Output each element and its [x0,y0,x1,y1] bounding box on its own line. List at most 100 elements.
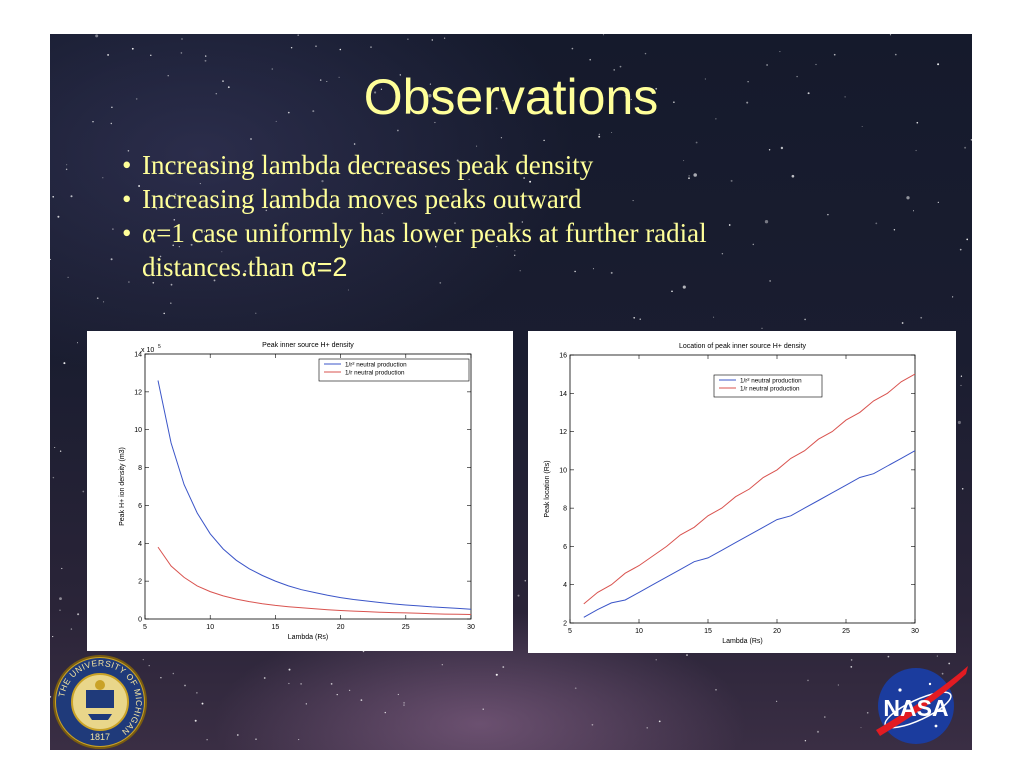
star [110,258,113,261]
star [704,78,707,80]
star [348,689,351,692]
star [673,101,675,103]
star [429,83,431,85]
star [574,270,576,273]
star [351,196,353,198]
star [66,164,68,166]
star [957,420,961,425]
star [277,204,281,208]
star [804,318,806,321]
star [683,160,685,162]
bullet-text: Increasing lambda moves peaks outward [142,184,582,214]
star [203,230,205,232]
star [439,282,442,284]
star [70,628,73,630]
star [449,193,451,195]
star [521,221,523,223]
star [157,161,159,163]
star [103,301,105,303]
x-tick-label: 20 [337,624,345,631]
star [779,51,781,53]
y-axis-exponent: x 10 [141,347,154,354]
star [901,322,904,324]
star [181,38,183,40]
x-axis-label: Lambda (Rs) [288,634,328,641]
star [646,727,648,729]
legend-entry: 1/r neutral production [345,370,405,377]
y-tick-label: 0 [138,617,142,624]
star [326,80,328,83]
star [644,52,647,55]
y-tick-label: 12 [559,429,567,436]
star [76,342,79,344]
star [503,205,506,208]
bullet-text: α=1 case uniformly has lower peaks at fu… [142,218,707,282]
star [613,69,615,71]
star [381,212,383,214]
bullet-text: Increasing lambda decreases peak density [142,150,594,180]
star [288,668,291,671]
bullet-item: • Increasing lambda decreases peak densit… [122,148,862,182]
legend-box [318,358,470,382]
star [150,54,152,56]
star [495,107,498,110]
series-line-inverse-square [583,450,916,618]
star [107,53,110,56]
star [495,673,498,676]
star [131,47,134,50]
slide: Observations • Increasing lambda decrease… [50,34,972,750]
star [360,699,363,701]
star [312,110,315,113]
star [271,68,274,70]
star [780,146,784,150]
star [297,167,300,170]
star [441,664,443,666]
star [521,87,523,90]
star [57,215,60,218]
star [61,567,63,570]
bullet-marker: • [122,218,132,248]
star [404,236,407,239]
star [142,658,144,661]
star [658,720,661,723]
star [111,106,113,109]
star [686,654,688,657]
star [206,739,208,741]
star [336,693,338,696]
star [850,659,853,661]
star [454,222,456,224]
star [960,384,962,386]
x-tick-label: 5 [568,628,572,635]
star [682,285,686,289]
star [305,703,307,705]
star [713,316,715,318]
x-axis-label: Lambda (Rs) [722,638,762,645]
legend-box [713,374,823,398]
star [184,684,186,687]
star [172,244,174,247]
star [321,179,324,183]
chart-panel-peak-density: Peak inner source H+ density 5 10 15 20 25 30 0… [87,331,513,651]
y-axis-label: Peak H+ ion density (m3) [119,447,126,526]
star [747,80,749,83]
star [255,312,257,314]
star [59,450,62,452]
slide-title: Observations [363,69,659,125]
star [338,76,340,78]
y-tick-label: 14 [559,391,567,398]
star [290,46,293,49]
star [543,139,545,142]
star [456,159,459,162]
star [244,270,247,273]
star [153,268,155,270]
star [50,695,52,698]
plot-frame [569,354,916,624]
star [619,65,622,68]
star [728,224,731,226]
star [255,738,257,741]
star [791,174,795,178]
star [529,180,532,183]
star [172,672,175,675]
star [199,183,201,185]
